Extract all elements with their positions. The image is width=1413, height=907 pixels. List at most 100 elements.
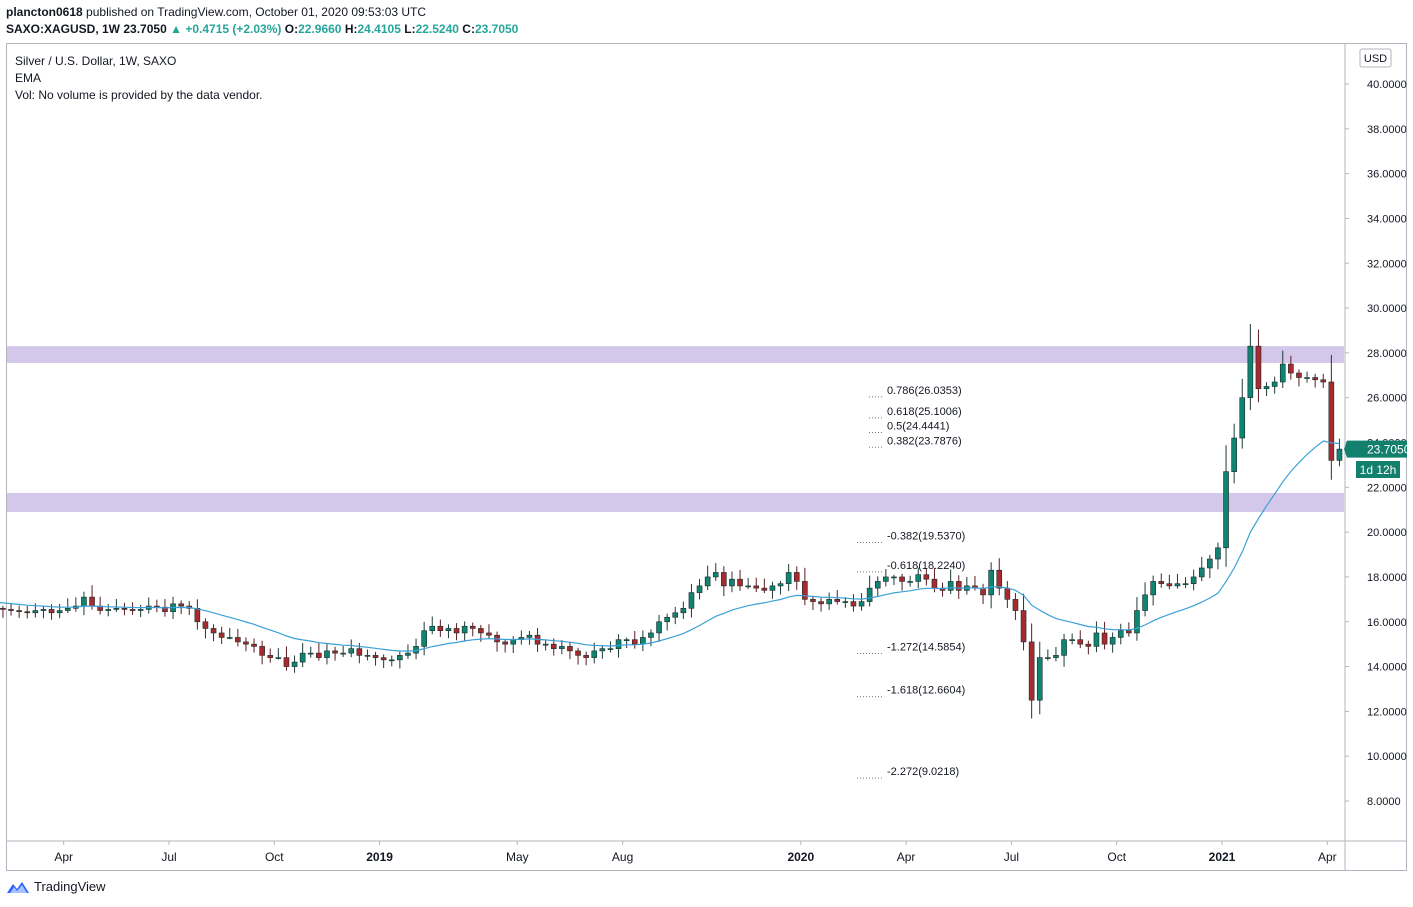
candle-body[interactable] — [1134, 610, 1140, 634]
tradingview-footer[interactable]: TradingView — [6, 879, 106, 894]
candle-body[interactable] — [162, 606, 168, 612]
candle-body[interactable] — [1174, 583, 1181, 587]
candle-body[interactable] — [1085, 643, 1092, 647]
candle-body[interactable] — [48, 609, 55, 614]
candle-body[interactable] — [105, 609, 112, 611]
candle-body[interactable] — [56, 610, 63, 614]
candle-body[interactable] — [1304, 377, 1310, 379]
candle-body[interactable] — [923, 574, 930, 580]
candle-body[interactable] — [737, 578, 743, 587]
candle-body[interactable] — [947, 581, 954, 591]
candle-body[interactable] — [275, 657, 282, 659]
legend-indicator[interactable]: EMA — [15, 71, 42, 85]
candle-body[interactable] — [469, 625, 476, 629]
candle-body[interactable] — [696, 585, 703, 593]
candle-body[interactable] — [542, 643, 549, 646]
candle-body[interactable] — [478, 628, 484, 634]
candle-body[interactable] — [218, 632, 225, 638]
candle-body[interactable] — [753, 585, 760, 589]
candle-body[interactable] — [259, 646, 265, 656]
resistance-zone-1[interactable] — [7, 346, 1344, 363]
candle-body[interactable] — [1231, 437, 1237, 472]
candle-body[interactable] — [891, 576, 897, 579]
price-axis[interactable]: 40.0000 38.0000 36.0000 34.0000 32.0000 30.00… — [1345, 79, 1407, 808]
candle-body[interactable] — [607, 648, 614, 650]
candle-body[interactable] — [559, 646, 565, 649]
candle-body[interactable] — [421, 630, 427, 647]
candle-body[interactable] — [526, 634, 533, 638]
candle-body[interactable] — [1150, 581, 1156, 596]
candle-body[interactable] — [1288, 363, 1294, 374]
resistance-zone-2[interactable] — [7, 492, 1344, 512]
candle-body[interactable] — [194, 608, 201, 623]
candle-body[interactable] — [1101, 632, 1108, 645]
candle-body[interactable] — [0, 608, 6, 610]
candle-body[interactable] — [1109, 637, 1116, 645]
candle-body[interactable] — [575, 650, 581, 656]
candle-body[interactable] — [591, 650, 598, 658]
candle-body[interactable] — [826, 599, 832, 605]
candle-body[interactable] — [502, 641, 508, 645]
candle-body[interactable] — [1328, 381, 1335, 461]
candle-body[interactable] — [1093, 632, 1100, 647]
candle-body[interactable] — [640, 637, 646, 645]
candle-body[interactable] — [842, 601, 849, 603]
candle-body[interactable] — [364, 655, 371, 657]
candle-body[interactable] — [818, 601, 824, 605]
candle-body[interactable] — [405, 652, 411, 656]
candle-body[interactable] — [704, 576, 711, 587]
candle-body[interactable] — [348, 648, 355, 654]
candle-body[interactable] — [1012, 599, 1019, 611]
candle-body[interactable] — [129, 609, 136, 611]
candle-body[interactable] — [461, 625, 468, 634]
candle-body[interactable] — [453, 628, 460, 634]
candle-body[interactable] — [324, 650, 330, 658]
candle-body[interactable] — [1296, 372, 1302, 378]
candle-body[interactable] — [1020, 610, 1027, 643]
candle-body[interactable] — [89, 596, 95, 607]
candle-body[interactable] — [907, 581, 913, 583]
candle-body[interactable] — [332, 650, 338, 654]
candle-body[interactable] — [1198, 567, 1205, 578]
candle-body[interactable] — [1312, 377, 1318, 381]
candle-body[interactable] — [316, 652, 322, 658]
candle-body[interactable] — [810, 599, 816, 602]
candle-body[interactable] — [445, 628, 452, 632]
candle-body[interactable] — [721, 572, 727, 587]
candle-body[interactable] — [81, 596, 87, 607]
candle-body[interactable] — [121, 608, 128, 610]
candle-body[interactable] — [785, 572, 792, 584]
candle-body[interactable] — [793, 572, 800, 582]
candle-body[interactable] — [1239, 397, 1246, 439]
candle-body[interactable] — [1247, 345, 1254, 398]
candle-body[interactable] — [1166, 583, 1173, 587]
candle-body[interactable] — [1320, 379, 1327, 383]
candle-body[interactable] — [291, 661, 298, 667]
candle-body[interactable] — [1215, 547, 1221, 560]
candle-body[interactable] — [510, 639, 517, 645]
candle-body[interactable] — [931, 578, 938, 589]
candle-body[interactable] — [664, 616, 670, 623]
candle-body[interactable] — [437, 625, 444, 632]
candle-body[interactable] — [680, 608, 687, 614]
candle-body[interactable] — [1158, 581, 1165, 584]
candle-body[interactable] — [729, 578, 735, 587]
candle-body[interactable] — [388, 659, 395, 662]
candle-body[interactable] — [874, 581, 881, 589]
candle-body[interactable] — [648, 632, 654, 638]
candle-body[interactable] — [1279, 363, 1286, 383]
candle-body[interactable] — [858, 601, 865, 607]
candle-body[interactable] — [40, 609, 47, 611]
candle-body[interactable] — [955, 581, 962, 591]
candle-body[interactable] — [1271, 381, 1278, 387]
candle-body[interactable] — [802, 581, 808, 600]
candle-body[interactable] — [1182, 583, 1189, 585]
candle-body[interactable] — [834, 599, 841, 602]
candle-body[interactable] — [623, 639, 630, 641]
candle-body[interactable] — [899, 576, 905, 582]
currency-button[interactable]: USD — [1359, 48, 1392, 68]
candle-body[interactable] — [486, 632, 492, 636]
candle-body[interactable] — [283, 657, 290, 667]
candle-body[interactable] — [631, 639, 638, 645]
candle-body[interactable] — [243, 641, 249, 645]
